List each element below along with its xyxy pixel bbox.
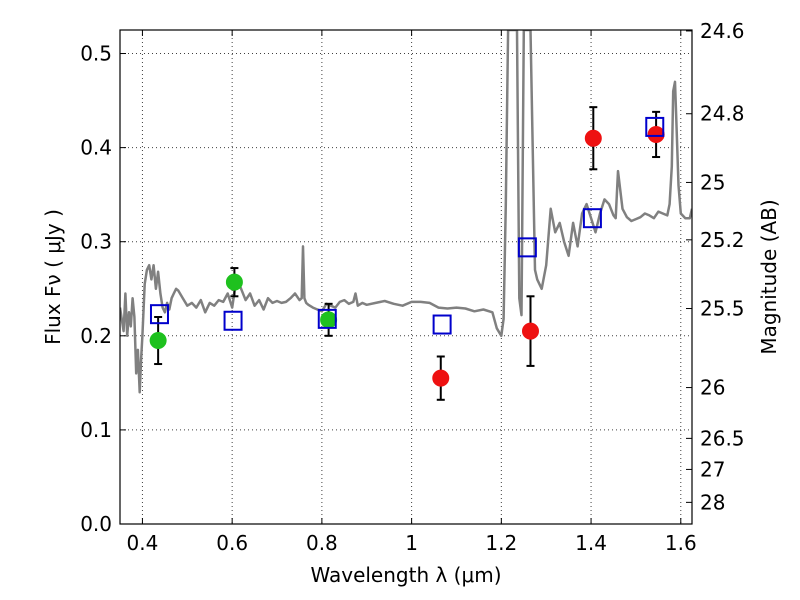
grid — [120, 30, 692, 525]
right-tick-label: 24.8 — [700, 102, 745, 126]
spectrum-line — [120, 30, 692, 394]
data-point — [320, 311, 338, 329]
x-tick-label: 1.2 — [485, 531, 517, 555]
x-tick-label: 0.4 — [127, 531, 159, 555]
right-tick-label: 25 — [700, 170, 725, 194]
data-point — [647, 125, 665, 143]
model-square — [645, 116, 665, 137]
right-tick-label: 27 — [700, 457, 725, 481]
y-tick-label: 0.3 — [80, 230, 112, 254]
y-axis-right: 24.6 24.8 25 25.2 25.5 26 26.5 27 28 — [686, 19, 745, 514]
y-axis-right-title: Magnitude (AB) — [757, 199, 781, 354]
model-square — [432, 314, 452, 335]
right-tick-label: 24.6 — [700, 19, 745, 43]
x-axis-title: Wavelength λ (μm) — [310, 563, 501, 587]
x-tick-label: 1 — [405, 531, 418, 555]
y-axis-title: Flux Fν ( μJy ) — [41, 209, 65, 345]
x-tick-label: 0.6 — [216, 531, 248, 555]
model-square — [517, 237, 537, 258]
right-tick-label: 28 — [700, 490, 725, 514]
y-tick-label: 0.1 — [80, 418, 112, 442]
right-tick-label: 25.5 — [700, 297, 745, 321]
x-axis: 0.4 0.6 0.8 1 1.2 1.4 1.6 — [127, 30, 697, 555]
plot-frame — [119, 29, 693, 525]
x-tick-label: 1.6 — [665, 531, 697, 555]
model-square — [582, 208, 602, 229]
data-point — [149, 332, 167, 350]
model-square — [149, 304, 169, 325]
x-tick-label: 1.4 — [575, 531, 607, 555]
y-tick-label: 0.5 — [80, 42, 112, 66]
data-point — [584, 129, 602, 147]
data-point — [432, 369, 450, 387]
plot-area — [120, 30, 692, 401]
data-point — [225, 273, 243, 291]
model-square — [223, 310, 243, 331]
y-axis: 0.0 0.1 0.2 0.3 0.4 0.5 — [80, 42, 126, 536]
y-tick-label: 0.2 — [80, 324, 112, 348]
y-tick-label: 0.4 — [80, 136, 112, 160]
right-tick-label: 25.2 — [700, 228, 745, 252]
y-tick-label: 0.0 — [80, 512, 112, 536]
right-tick-label: 26 — [700, 376, 725, 400]
data-point — [521, 322, 539, 340]
right-tick-label: 26.5 — [700, 426, 745, 450]
x-tick-label: 0.8 — [306, 531, 338, 555]
model-square — [317, 308, 337, 329]
